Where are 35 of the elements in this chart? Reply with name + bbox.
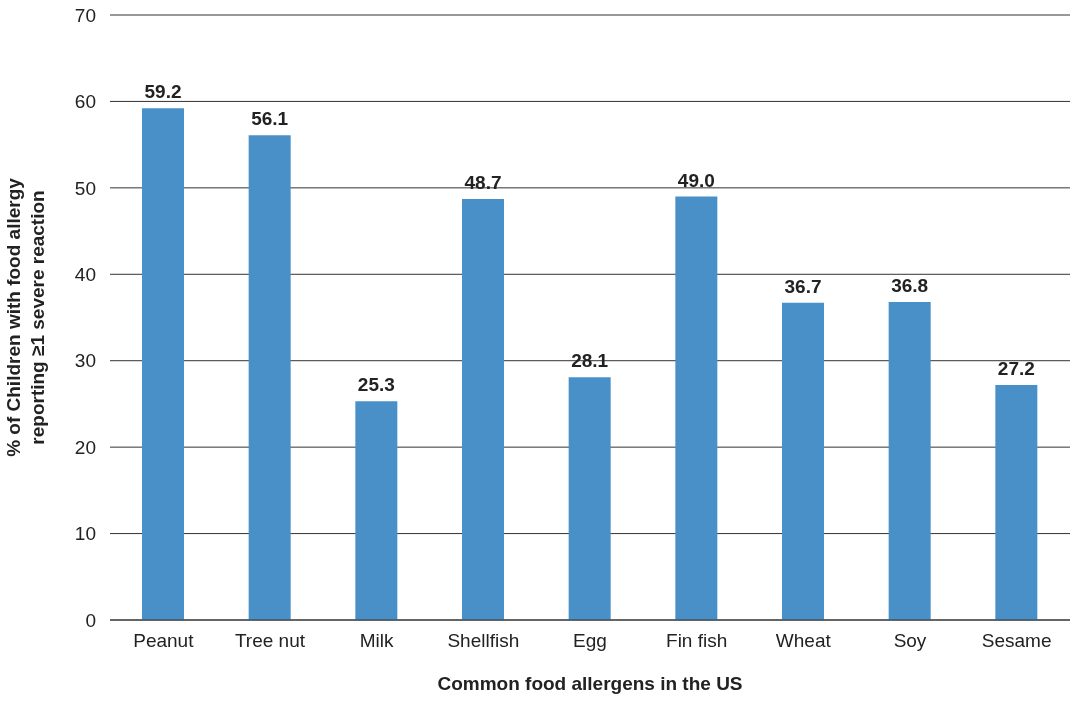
x-axis-title: Common food allergens in the US xyxy=(437,673,743,694)
x-tick-label: Wheat xyxy=(775,630,832,652)
bar xyxy=(675,196,718,620)
y-tick-label: 50 xyxy=(74,177,96,199)
x-tick-label: Fin fish xyxy=(666,630,728,652)
bar xyxy=(782,302,824,620)
x-tick-label: Milk xyxy=(359,630,395,652)
bar xyxy=(248,135,291,620)
x-tick-label: Sesame xyxy=(981,630,1052,652)
bar xyxy=(995,384,1038,620)
bar xyxy=(142,108,184,620)
x-tick-label: Shellfish xyxy=(447,630,520,652)
y-tick-label: 40 xyxy=(74,264,96,286)
data-label: 25.3 xyxy=(357,374,395,396)
bar xyxy=(462,199,504,620)
data-label: 36.8 xyxy=(891,274,929,296)
x-tick-label: Egg xyxy=(573,630,607,652)
data-label: 36.7 xyxy=(784,275,822,297)
y-axis-title: % of Children with food allergy reporting ≥1 severe reaction xyxy=(3,177,48,457)
x-tick-label: Peanut xyxy=(133,630,195,652)
bar xyxy=(568,377,611,620)
x-tick-label: Tree nut xyxy=(234,630,306,652)
y-tick-label: 20 xyxy=(74,436,96,458)
bar xyxy=(355,401,398,620)
bar xyxy=(888,301,931,620)
x-tick-label: Soy xyxy=(893,630,927,652)
data-label: 59.2 xyxy=(144,81,182,103)
y-tick-label: 10 xyxy=(74,523,96,545)
y-tick-label: 0 xyxy=(85,609,96,631)
data-label: 56.1 xyxy=(251,108,289,130)
data-label: 27.2 xyxy=(997,357,1035,379)
y-tick-label: 60 xyxy=(74,91,96,113)
data-label: 49.0 xyxy=(677,169,715,191)
y-tick-label: 30 xyxy=(74,350,96,372)
y-tick-label: 70 xyxy=(74,4,96,26)
